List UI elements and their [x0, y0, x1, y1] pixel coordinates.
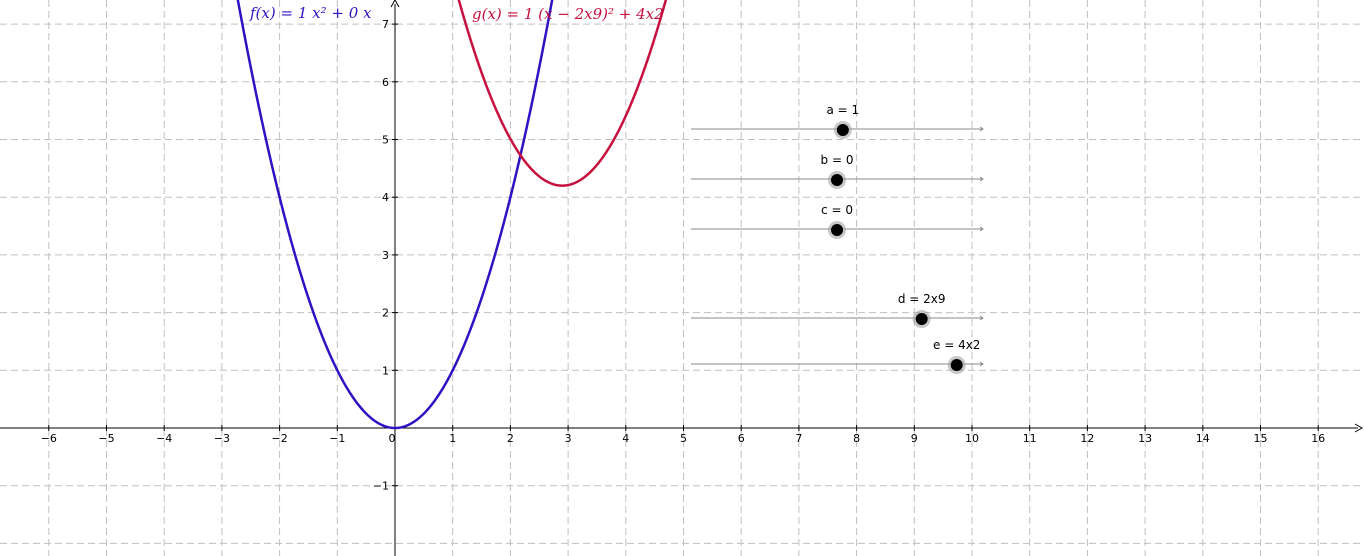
slider-d[interactable]: d = 2x9: [691, 292, 984, 328]
y-tick-label: 6: [382, 76, 389, 89]
slider-a[interactable]: a = 1: [691, 103, 984, 139]
slider-label: b = 0: [821, 153, 854, 167]
x-tick-label: 3: [565, 432, 572, 445]
x-tick-label: −5: [98, 432, 114, 445]
function-f-curve[interactable]: [231, 0, 560, 430]
slider-arrow-icon: [979, 315, 984, 321]
function-g-curve[interactable]: [438, 0, 686, 187]
y-tick-labels: −1 1 2 3 4 5 6 7: [373, 18, 398, 493]
x-tick-label: 15: [1254, 432, 1268, 445]
function-g-label[interactable]: g(x) = 1 (x − 2x9)² + 4x2: [472, 5, 664, 23]
x-tick-label: 5: [680, 432, 687, 445]
x-tick-label: −2: [271, 432, 287, 445]
x-axis-arrow-icon: [1354, 423, 1364, 433]
slider-e[interactable]: e = 4x2: [691, 338, 984, 374]
slider-label: a = 1: [827, 103, 860, 117]
x-tick-label: 6: [738, 432, 745, 445]
y-tick-label: 3: [382, 249, 389, 262]
x-tick-label: 10: [965, 432, 979, 445]
y-tick-label: 1: [382, 364, 389, 377]
x-tick-label: 16: [1311, 432, 1325, 445]
x-tick-label: 13: [1138, 432, 1152, 445]
slider-label: d = 2x9: [898, 292, 946, 306]
slider-knob[interactable]: [836, 124, 849, 136]
slider-arrow-icon: [979, 226, 984, 232]
x-tick-label: −3: [214, 432, 230, 445]
x-tick-label: 14: [1196, 432, 1210, 445]
sliders: a = 1 b = 0 c = 0 d = 2x9 e = 4x2: [691, 103, 984, 374]
x-tick-label: 7: [795, 432, 802, 445]
y-tick-label: 7: [382, 18, 389, 31]
y-tick-label: 5: [382, 134, 389, 147]
x-tick-label: 11: [1023, 432, 1037, 445]
x-tick-labels: −6 −5 −4 −3 −2 −1 0 1 2 3 4 5 6 7 8 9 10 11 12 13 14 15 16: [41, 425, 1325, 445]
slider-knob[interactable]: [831, 174, 843, 186]
slider-b[interactable]: b = 0: [691, 153, 984, 189]
slider-knob[interactable]: [915, 313, 928, 325]
slider-arrow-icon: [979, 361, 984, 367]
slider-arrow-icon: [979, 126, 984, 132]
x-tick-label: 8: [853, 432, 860, 445]
slider-arrow-icon: [979, 176, 984, 182]
slider-label: e = 4x2: [933, 338, 980, 352]
slider-label: c = 0: [821, 203, 853, 217]
x-tick-label: −6: [41, 432, 57, 445]
y-tick-label: 4: [382, 191, 389, 204]
y-axis-arrow-icon: [390, 0, 400, 8]
slider-c[interactable]: c = 0: [691, 203, 984, 239]
slider-knob[interactable]: [831, 224, 843, 236]
slider-knob[interactable]: [950, 359, 963, 371]
x-tick-label: 2: [507, 432, 514, 445]
y-tick-label: 2: [382, 307, 389, 320]
x-tick-label: 0: [389, 432, 396, 445]
function-f-label[interactable]: f(x) = 1 x² + 0 x: [249, 4, 372, 22]
x-tick-label: 12: [1080, 432, 1094, 445]
x-tick-label: 4: [622, 432, 629, 445]
y-tick-label: −1: [373, 480, 389, 493]
x-tick-label: −1: [329, 432, 345, 445]
x-tick-label: 9: [911, 432, 918, 445]
x-tick-label: 1: [449, 432, 456, 445]
x-tick-label: −4: [156, 432, 172, 445]
